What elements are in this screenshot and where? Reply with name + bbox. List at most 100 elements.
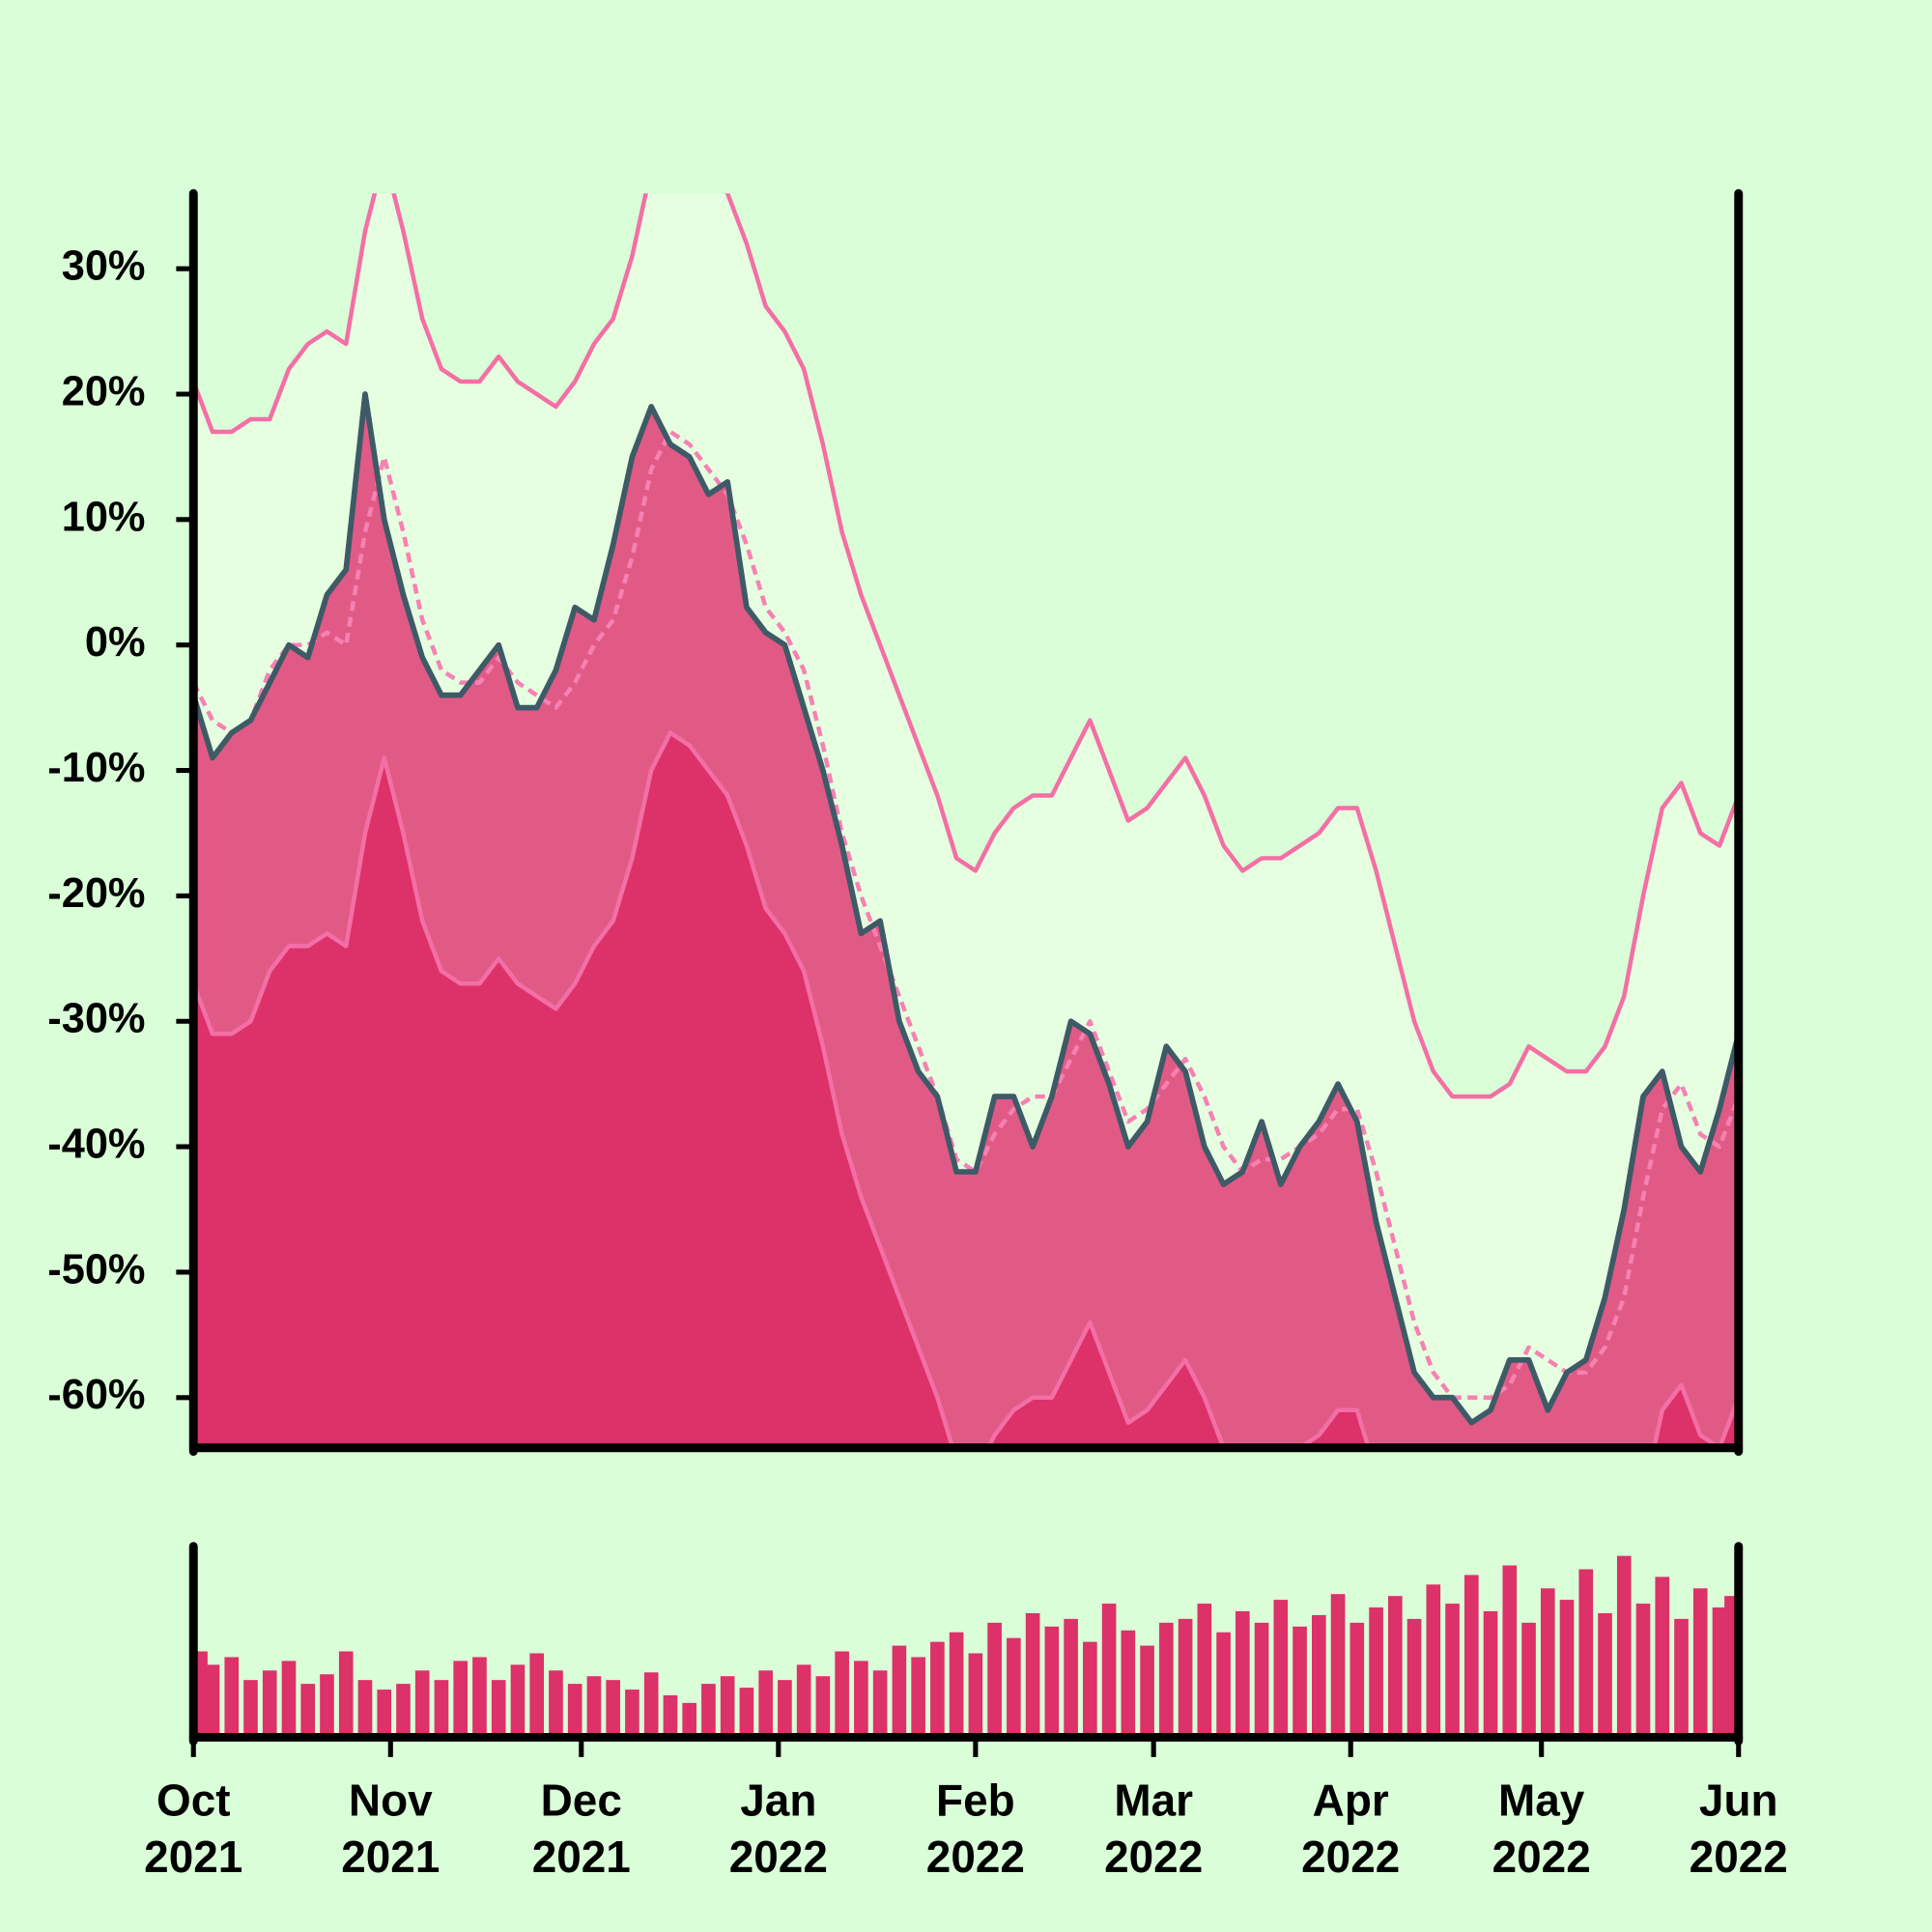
volume-bar <box>758 1670 773 1738</box>
x-tick-label: Oct <box>156 1775 231 1825</box>
volume-bar <box>1216 1632 1231 1738</box>
volume-bar <box>1445 1604 1460 1738</box>
volume-bar <box>1350 1622 1365 1738</box>
volume-bar <box>414 1670 430 1738</box>
x-tick-label: Nov <box>349 1775 433 1825</box>
volume-bar <box>854 1661 868 1738</box>
volume-bar <box>453 1661 469 1738</box>
x-tick-label: 2022 <box>1104 1832 1203 1882</box>
x-tick-label: 2022 <box>1690 1832 1788 1882</box>
volume-bar <box>643 1672 659 1738</box>
x-tick-label: Feb <box>936 1775 1015 1825</box>
price-line <box>193 391 1739 1426</box>
volume-bar <box>1559 1600 1575 1738</box>
volume-bar <box>872 1670 888 1738</box>
y-tick-label: 20% <box>62 368 146 414</box>
volume-bar <box>606 1680 620 1738</box>
volume-bar <box>1330 1594 1346 1738</box>
band-line <box>193 193 1739 1099</box>
y-tick-label: -20% <box>47 870 145 917</box>
volume-bar <box>930 1641 945 1738</box>
volume-bar <box>1674 1618 1689 1738</box>
y-tick-label: 30% <box>62 243 146 290</box>
volume-bar <box>1483 1610 1498 1738</box>
volume-bar <box>377 1690 392 1738</box>
volume-bar <box>491 1680 506 1738</box>
volume-bar <box>1369 1607 1383 1738</box>
x-tick-label: Apr <box>1313 1775 1389 1825</box>
band-line <box>193 730 1739 1448</box>
volume-bar <box>663 1694 678 1738</box>
volume-bar <box>224 1657 240 1738</box>
x-tick-label: Jun <box>1699 1775 1778 1825</box>
volume-bar <box>1578 1569 1594 1738</box>
y-tick-label: -30% <box>47 996 145 1042</box>
volume-bar <box>262 1670 277 1738</box>
area-fill <box>193 732 1739 1448</box>
x-tick-label: 2022 <box>729 1832 828 1882</box>
volume-bar <box>968 1653 983 1738</box>
volume-bar <box>1312 1614 1326 1738</box>
volume-bar <box>701 1684 716 1738</box>
volume-bar <box>434 1680 449 1738</box>
x-tick-label: May <box>1498 1775 1585 1825</box>
volume-bar <box>1712 1607 1727 1738</box>
volume-bar <box>1101 1604 1117 1738</box>
volume-bar <box>1655 1577 1670 1738</box>
volume-bar <box>1064 1618 1078 1738</box>
volume-bar <box>1025 1612 1040 1738</box>
volume-bar <box>338 1651 354 1738</box>
volume-bar <box>835 1651 849 1738</box>
volume-bar <box>1140 1645 1154 1738</box>
x-tick-label: 2022 <box>1301 1832 1400 1882</box>
plot-area <box>193 193 1739 1448</box>
volume-bar <box>549 1670 563 1738</box>
x-tick-label: 2022 <box>1492 1832 1591 1882</box>
volume-bar <box>1197 1604 1212 1738</box>
y-tick-label: -60% <box>47 1372 145 1418</box>
volume-bar <box>892 1645 907 1738</box>
volume-bar <box>949 1632 964 1738</box>
volume-bar <box>778 1680 792 1738</box>
volume-bar <box>1044 1626 1060 1738</box>
x-tick-label: Mar <box>1114 1775 1193 1825</box>
x-tick-label: 2021 <box>341 1832 440 1882</box>
volume-bar <box>625 1690 639 1738</box>
volume-bar <box>1254 1622 1269 1738</box>
volume-bar <box>320 1674 334 1738</box>
volume-bar <box>1598 1612 1612 1738</box>
volume-bar <box>1159 1622 1174 1738</box>
volume-bar <box>815 1676 831 1738</box>
x-tick-label: 2021 <box>532 1832 631 1882</box>
volume-bar <box>1121 1630 1136 1738</box>
volume-bar <box>281 1661 297 1738</box>
volume-bar <box>510 1664 526 1738</box>
volume-bar <box>205 1664 220 1738</box>
x-tick-label: Dec <box>541 1775 622 1825</box>
volume-bar <box>1236 1610 1250 1738</box>
volume-bar <box>1007 1637 1021 1738</box>
volume-bar <box>1426 1584 1441 1738</box>
volume-bar <box>1521 1622 1536 1738</box>
volume-bar <box>1502 1565 1518 1738</box>
volume-bar <box>1540 1588 1555 1738</box>
volume-bar <box>1635 1604 1651 1738</box>
y-tick-label: -40% <box>47 1122 145 1168</box>
volume-bar <box>586 1676 602 1738</box>
average-line <box>193 429 1739 1401</box>
volume-bar <box>911 1657 925 1738</box>
volume-bar <box>987 1622 1002 1738</box>
volume-bar <box>1463 1575 1479 1738</box>
volume-bar <box>567 1684 582 1738</box>
volume-bar <box>1083 1641 1097 1738</box>
x-tick-label: 2021 <box>144 1832 242 1882</box>
volume-bar <box>1616 1555 1632 1738</box>
volume-bar <box>396 1684 411 1738</box>
volume-bar <box>1293 1626 1307 1738</box>
volume-bar <box>1406 1618 1422 1738</box>
x-tick-label: Jan <box>740 1775 816 1825</box>
y-tick-label: -10% <box>47 745 145 791</box>
volume-bar <box>300 1684 316 1738</box>
volume-bar <box>739 1688 754 1738</box>
y-tick-label: 0% <box>85 619 146 666</box>
